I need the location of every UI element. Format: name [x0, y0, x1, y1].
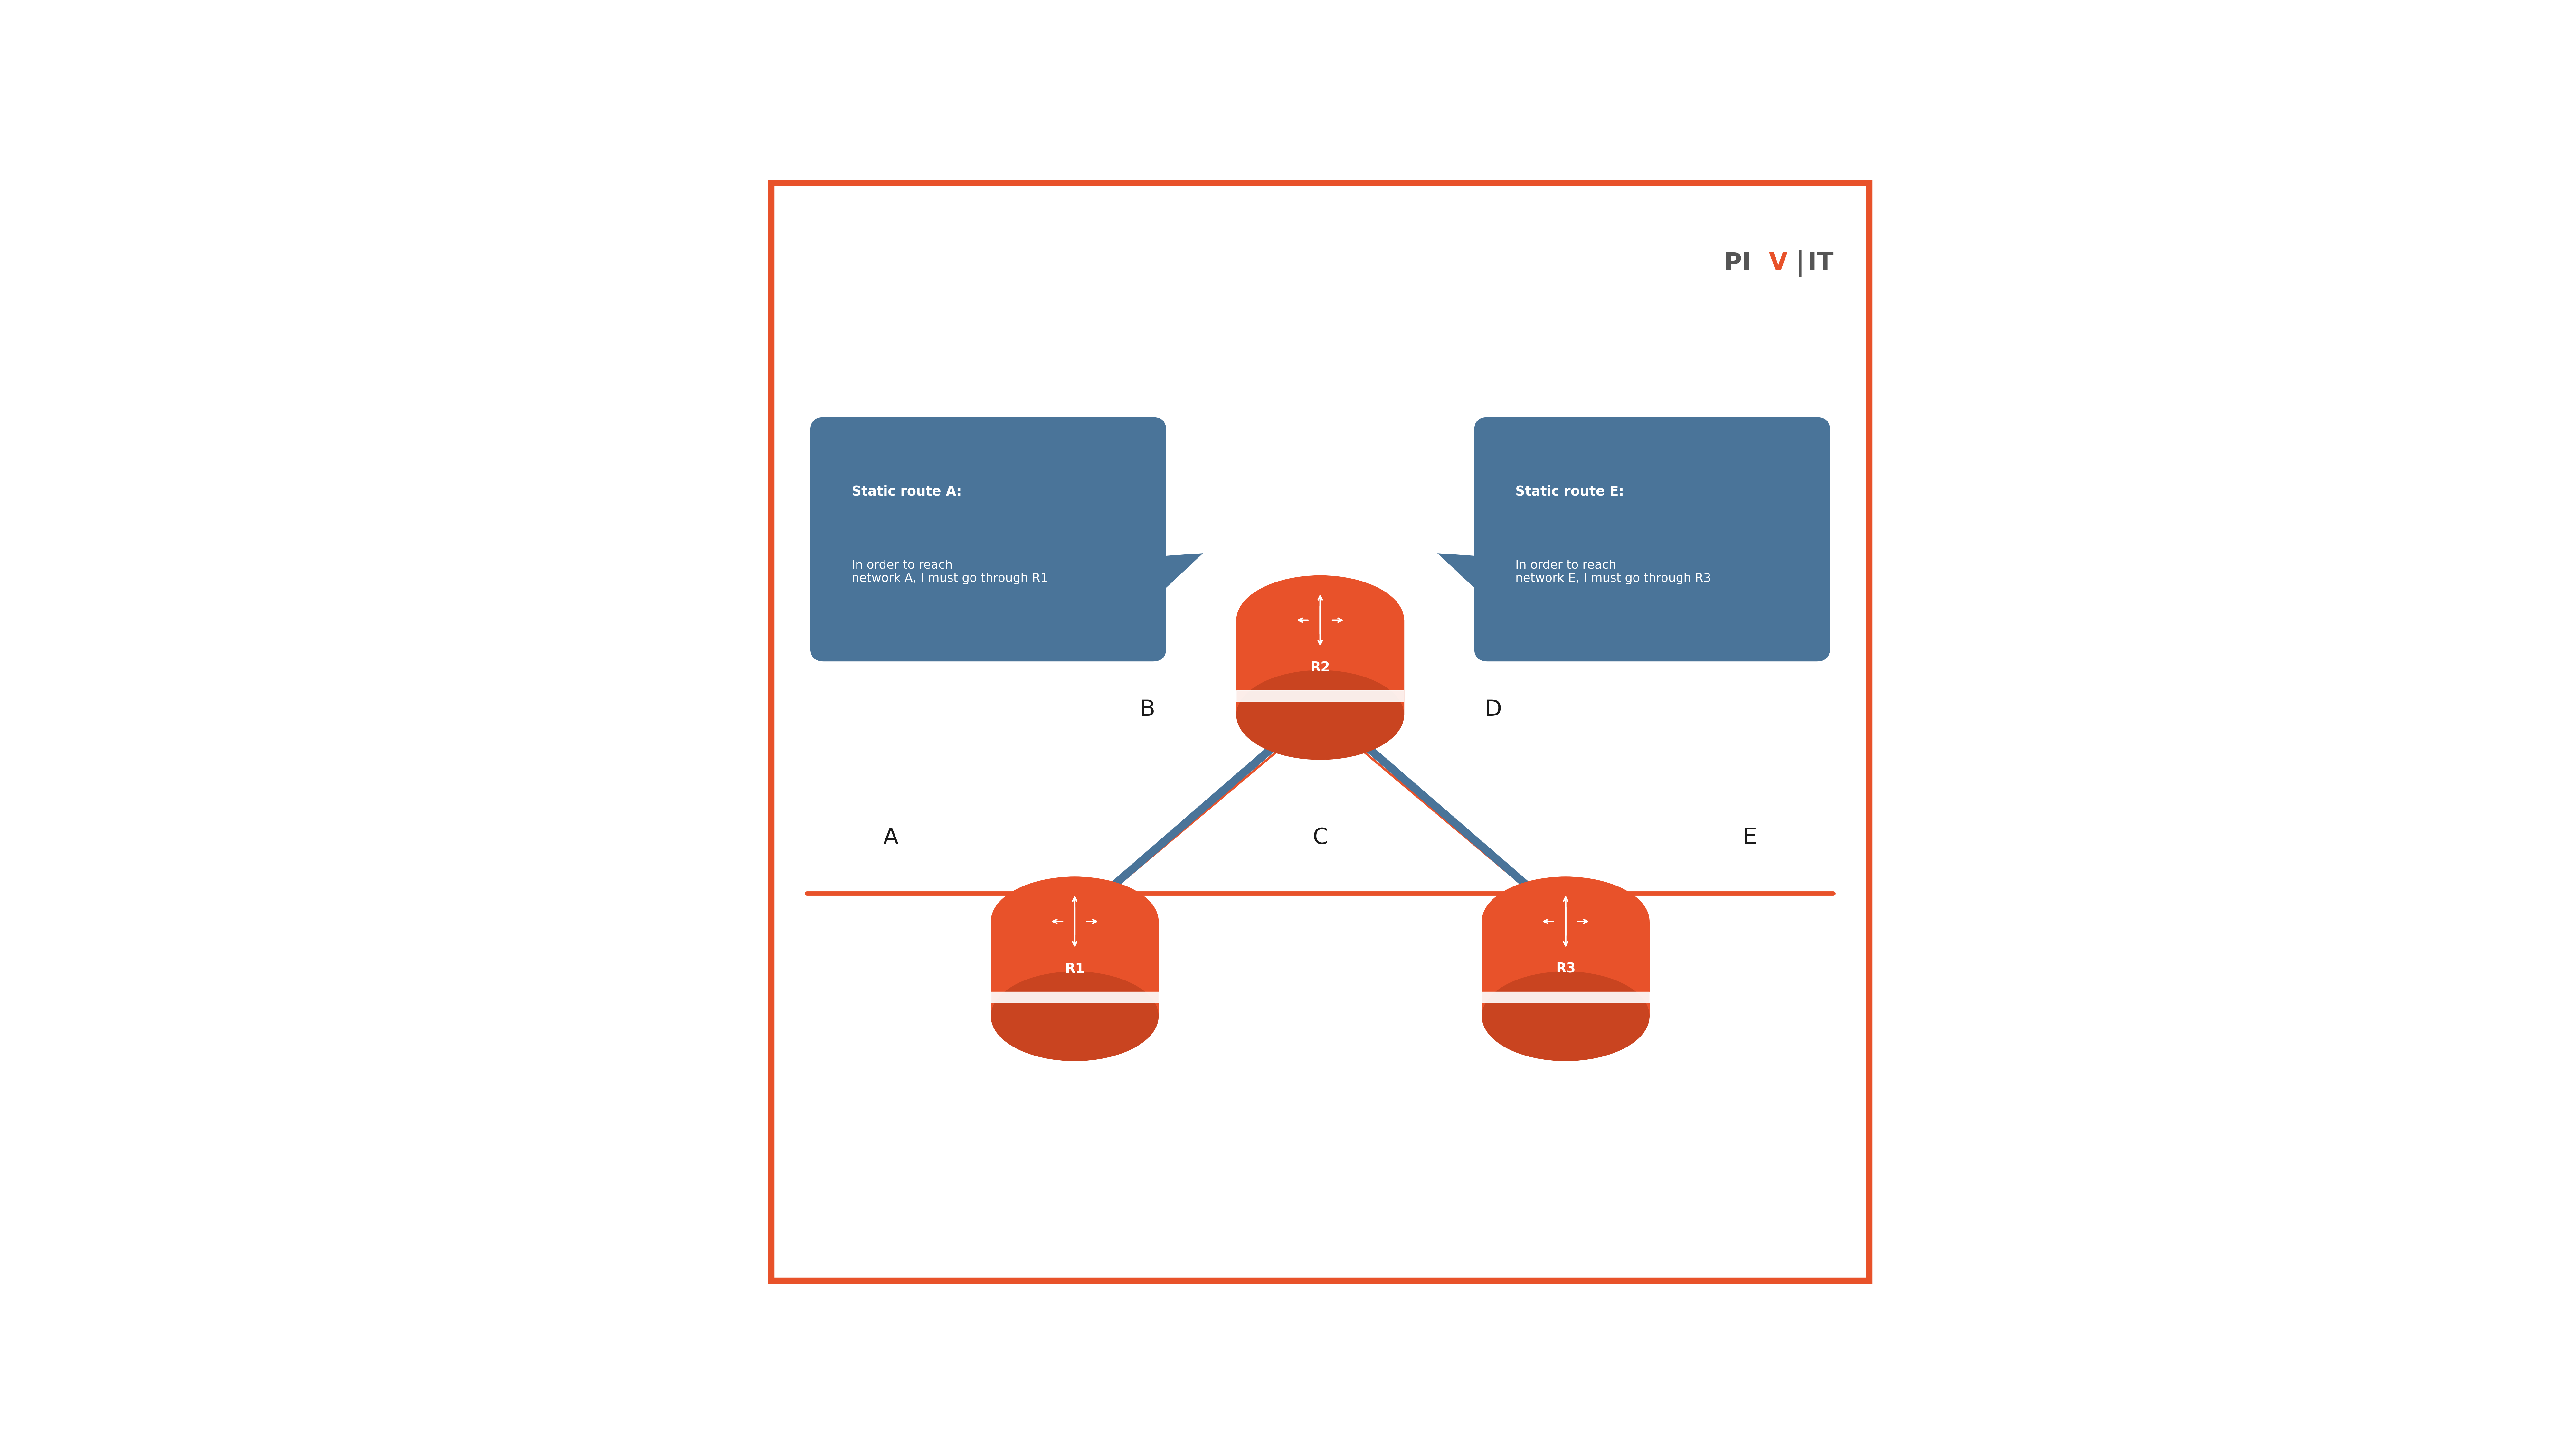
Ellipse shape [992, 877, 1159, 966]
FancyBboxPatch shape [1473, 417, 1829, 661]
Bar [1481, 922, 1649, 1016]
Text: A: A [884, 827, 899, 849]
Bar [992, 991, 1159, 1003]
Text: PI: PI [1723, 251, 1752, 275]
Text: Static route A:: Static route A: [853, 484, 961, 498]
Ellipse shape [1236, 671, 1404, 759]
Polygon shape [1154, 554, 1203, 600]
Text: R1: R1 [1064, 962, 1084, 975]
Ellipse shape [1481, 877, 1649, 966]
Ellipse shape [1236, 575, 1404, 665]
Text: C: C [1311, 827, 1329, 849]
Text: D: D [1484, 698, 1502, 720]
Polygon shape [1437, 554, 1486, 600]
Text: B: B [1139, 698, 1154, 720]
Text: In order to reach
network A, I must go through R1: In order to reach network A, I must go t… [853, 559, 1048, 584]
Text: R2: R2 [1311, 661, 1329, 674]
Text: In order to reach
network E, I must go through R3: In order to reach network E, I must go t… [1515, 559, 1710, 584]
Text: V: V [1770, 251, 1788, 275]
Bar [1481, 991, 1649, 1003]
Ellipse shape [992, 972, 1159, 1061]
Ellipse shape [1481, 972, 1649, 1061]
Text: Static route E:: Static route E: [1515, 484, 1623, 498]
Text: |: | [1795, 249, 1806, 277]
Text: E: E [1744, 827, 1757, 849]
Bar [992, 922, 1159, 1016]
FancyBboxPatch shape [811, 417, 1167, 661]
Bar [1236, 620, 1404, 714]
Text: IT: IT [1808, 251, 1834, 275]
Bar [1236, 691, 1404, 701]
Text: R3: R3 [1556, 962, 1577, 975]
